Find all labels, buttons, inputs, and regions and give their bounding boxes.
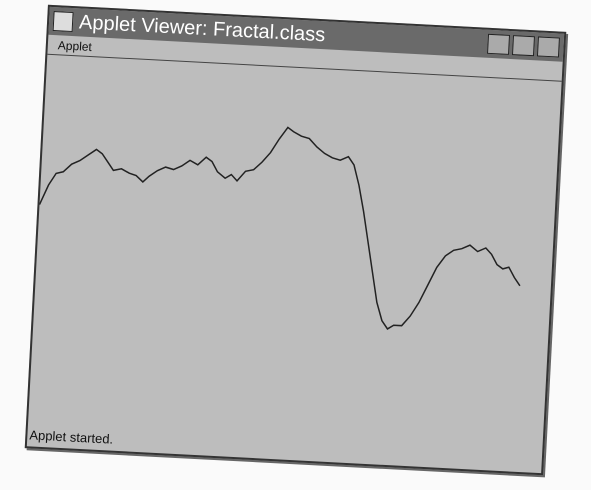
fractal-canvas xyxy=(27,55,562,471)
applet-window: Applet Viewer: Fractal.class Applet Appl… xyxy=(25,5,567,476)
window-icon[interactable] xyxy=(53,11,74,32)
menu-item[interactable]: Applet xyxy=(57,38,92,54)
close-button[interactable] xyxy=(537,36,560,57)
page: Applet Viewer: Fractal.class Applet Appl… xyxy=(0,0,591,490)
minimize-button[interactable] xyxy=(487,34,510,55)
maximize-button[interactable] xyxy=(512,35,535,56)
fractal-curve xyxy=(34,115,528,336)
applet-area: Applet started. xyxy=(27,55,562,471)
